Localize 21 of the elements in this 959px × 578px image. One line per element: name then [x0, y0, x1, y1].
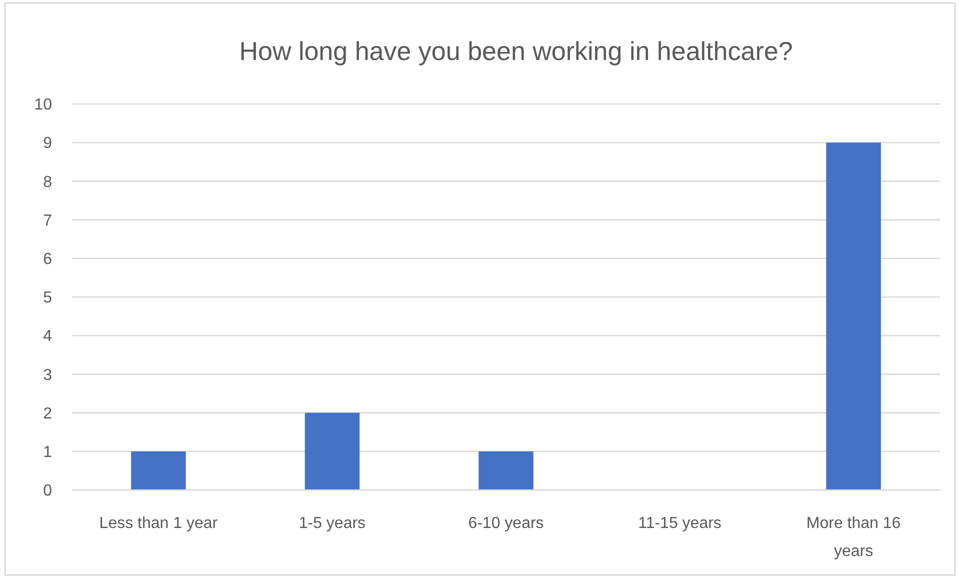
- y-tick-label: 0: [43, 482, 52, 500]
- y-tick-label: 5: [43, 290, 52, 307]
- y-tick-label: 6: [43, 251, 52, 268]
- bar: [826, 142, 881, 490]
- y-tick-label: 2: [43, 405, 52, 422]
- y-tick-label: 4: [43, 328, 52, 346]
- x-tick-label: 6-10 years: [468, 515, 544, 532]
- y-tick-label: 1: [43, 444, 52, 461]
- x-tick-label: 1-5 years: [298, 515, 366, 532]
- bar: [304, 412, 360, 490]
- x-tick-label: More than 16 years: [806, 515, 901, 560]
- x-tick-label: 11-15 years: [638, 515, 722, 532]
- y-tick-label: 8: [43, 174, 52, 191]
- chart-title: How long have you been working in healthcare?: [239, 36, 793, 66]
- y-tick-label: 9: [43, 135, 52, 152]
- x-tick-label: Less than 1 year: [99, 515, 218, 532]
- y-tick-label: 7: [43, 212, 52, 230]
- y-tick-label: 10: [34, 96, 52, 114]
- bar: [131, 451, 186, 490]
- y-tick-label: 3: [43, 366, 52, 384]
- bar: [478, 451, 534, 490]
